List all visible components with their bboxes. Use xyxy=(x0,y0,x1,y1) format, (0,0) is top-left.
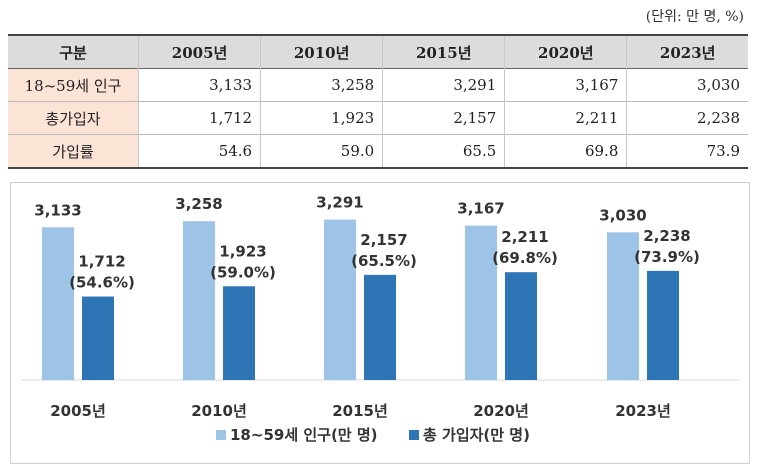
unit-note: (단위: 만 명, %) xyxy=(645,9,744,25)
bar-chart-svg: 3,133 1,712 (54.6%) 2005년 3,258 1,923 (59.0%) 2… xyxy=(21,194,739,444)
data-label-rate: (65.5%) xyxy=(351,252,417,270)
bar-subscribers xyxy=(82,296,114,380)
table-cell: 3,030 xyxy=(626,68,748,102)
table-cell: 65.5 xyxy=(382,134,506,168)
data-label-population: 3,030 xyxy=(599,206,646,224)
table-header-cell: 구분 xyxy=(8,35,139,69)
data-label-population: 3,133 xyxy=(34,201,81,219)
table-row: 총가입자 1,712 1,923 2,157 2,211 2,238 xyxy=(8,101,748,135)
data-label-subscribers: 2,238 xyxy=(643,227,690,245)
legend-swatch-population xyxy=(216,430,226,440)
x-tick-label: 2010년 xyxy=(191,402,247,420)
x-tick-label: 2023년 xyxy=(615,402,671,420)
legend-swatch-subscribers xyxy=(409,430,419,440)
data-label-rate: (59.0%) xyxy=(210,263,276,281)
table-header-row: 구분 2005년 2010년 2015년 2020년 2023년 xyxy=(8,35,748,69)
table-cell: 69.8 xyxy=(504,134,628,168)
data-label-subscribers: 2,157 xyxy=(360,231,407,249)
table-cell: 2,157 xyxy=(382,101,506,135)
data-label-subscribers: 1,923 xyxy=(219,242,266,260)
table-cell: 3,258 xyxy=(260,68,384,102)
data-label-rate: (73.9%) xyxy=(634,248,700,266)
legend-label-subscribers: 총 가입자(만 명) xyxy=(423,426,530,444)
row-label: 가입률 xyxy=(8,134,139,168)
bar-population xyxy=(607,232,639,380)
x-tick-label: 2020년 xyxy=(473,402,529,420)
table-row: 18~59세 인구 3,133 3,258 3,291 3,167 3,030 xyxy=(8,68,748,102)
data-label-population: 3,258 xyxy=(175,195,222,213)
bar-population xyxy=(183,221,215,380)
table-header-cell: 2020년 xyxy=(504,35,628,69)
table-row: 가입률 54.6 59.0 65.5 69.8 73.9 xyxy=(8,134,748,168)
table-cell: 59.0 xyxy=(260,134,384,168)
table-cell: 3,133 xyxy=(137,68,262,102)
row-label: 18~59세 인구 xyxy=(8,68,139,102)
data-label-subscribers: 1,712 xyxy=(78,253,125,271)
table-header-cell: 2023년 xyxy=(626,35,748,69)
table-cell: 3,167 xyxy=(504,68,628,102)
data-table: 구분 2005년 2010년 2015년 2020년 2023년 18~59세 … xyxy=(8,34,748,169)
data-label-rate: (54.6%) xyxy=(69,274,135,292)
bar-population xyxy=(465,225,497,380)
table-cell: 1,712 xyxy=(137,101,262,135)
bar-subscribers xyxy=(364,274,396,380)
x-tick-label: 2005년 xyxy=(50,402,106,420)
bar-population xyxy=(324,219,356,380)
table-cell: 2,238 xyxy=(626,101,748,135)
x-tick-label: 2015년 xyxy=(332,402,388,420)
row-label: 총가입자 xyxy=(8,101,139,135)
table-cell: 73.9 xyxy=(626,134,748,168)
table-cell: 2,211 xyxy=(504,101,628,135)
bar-population xyxy=(42,227,74,380)
table-header-cell: 2010년 xyxy=(260,35,384,69)
data-label-population: 3,291 xyxy=(316,194,363,212)
legend-label-population: 18~59세 인구(만 명) xyxy=(230,426,377,444)
bar-subscribers xyxy=(647,270,679,380)
bar-subscribers xyxy=(505,272,537,380)
table-cell: 3,291 xyxy=(382,68,506,102)
bar-subscribers xyxy=(223,286,255,380)
table-cell: 1,923 xyxy=(260,101,384,135)
bar-chart: 3,133 1,712 (54.6%) 2005년 3,258 1,923 (59.0%) 2… xyxy=(10,182,750,464)
data-label-subscribers: 2,211 xyxy=(501,228,548,246)
table-header-cell: 2005년 xyxy=(137,35,262,69)
data-label-population: 3,167 xyxy=(457,200,504,218)
table-header-cell: 2015년 xyxy=(382,35,506,69)
data-label-rate: (69.8%) xyxy=(492,249,558,267)
table-cell: 54.6 xyxy=(137,134,262,168)
